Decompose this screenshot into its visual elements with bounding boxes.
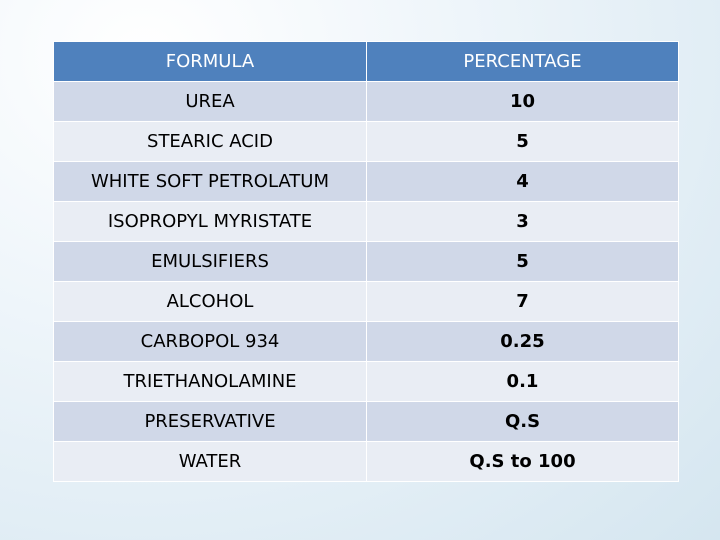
ingredient-cell: UREA xyxy=(53,81,367,122)
percentage-cell: 10 xyxy=(366,81,679,122)
formula-table: FORMULA PERCENTAGE UREA 10 STEARIC ACID 5 WH… xyxy=(53,41,679,482)
header-cell: FORMULA xyxy=(53,41,367,82)
table-row: EMULSIFIERS 5 xyxy=(53,241,679,282)
ingredient-cell: TRIETHANOLAMINE xyxy=(53,361,367,402)
ingredient-cell: WHITE SOFT PETROLATUM xyxy=(53,161,367,202)
percentage-cell: 5 xyxy=(366,121,679,162)
percentage-cell: 0.25 xyxy=(366,321,679,362)
header-cell: PERCENTAGE xyxy=(366,41,679,82)
table-row: CARBOPOL 934 0.25 xyxy=(53,321,679,362)
table-row: PRESERVATIVE Q.S xyxy=(53,401,679,442)
ingredient-cell: PRESERVATIVE xyxy=(53,401,367,442)
table-row: STEARIC ACID 5 xyxy=(53,121,679,162)
percentage-cell: Q.S to 100 xyxy=(366,441,679,482)
percentage-cell: 0.1 xyxy=(366,361,679,402)
ingredient-cell: ISOPROPYL MYRISTATE xyxy=(53,201,367,242)
percentage-cell: 5 xyxy=(366,241,679,282)
table-row: TRIETHANOLAMINE 0.1 xyxy=(53,361,679,402)
ingredient-cell: STEARIC ACID xyxy=(53,121,367,162)
table-row: ALCOHOL 7 xyxy=(53,281,679,322)
header-row: FORMULA PERCENTAGE xyxy=(53,41,679,82)
table-row: WHITE SOFT PETROLATUM 4 xyxy=(53,161,679,202)
ingredient-cell: EMULSIFIERS xyxy=(53,241,367,282)
table-body: UREA 10 STEARIC ACID 5 WHITE SOFT PETROLATUM… xyxy=(53,81,679,482)
ingredient-cell: WATER xyxy=(53,441,367,482)
percentage-cell: Q.S xyxy=(366,401,679,442)
ingredient-cell: ALCOHOL xyxy=(53,281,367,322)
percentage-cell: 7 xyxy=(366,281,679,322)
table-row: UREA 10 xyxy=(53,81,679,122)
table-row: ISOPROPYL MYRISTATE 3 xyxy=(53,201,679,242)
table-row: WATER Q.S to 100 xyxy=(53,441,679,482)
percentage-cell: 3 xyxy=(366,201,679,242)
ingredient-cell: CARBOPOL 934 xyxy=(53,321,367,362)
percentage-cell: 4 xyxy=(366,161,679,202)
